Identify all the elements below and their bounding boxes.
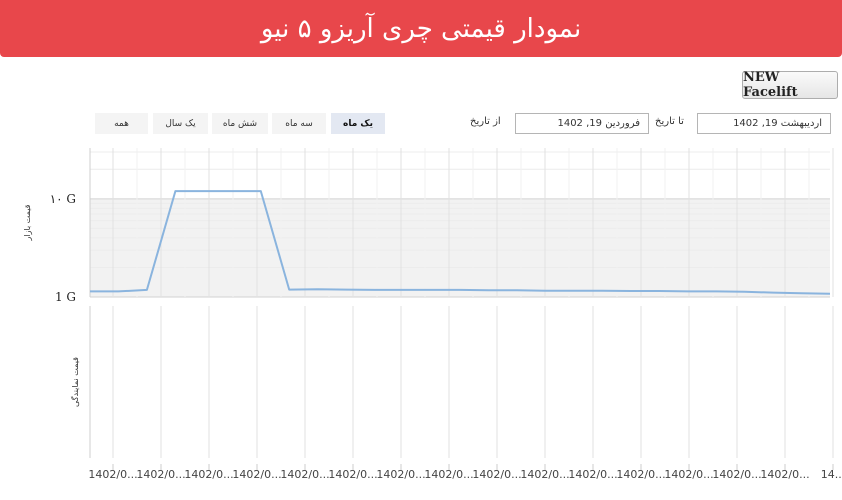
x-tick-label: 1402/0... — [472, 468, 521, 481]
range-button-three-months[interactable]: سه ماه — [272, 113, 326, 134]
variant-button-new-facelift[interactable]: NEW Facelift — [742, 70, 838, 100]
market-price-axis-label: قیمت بازار — [23, 204, 32, 241]
x-tick-label: 1402/0... — [376, 468, 425, 481]
from-date-input[interactable]: فروردین 19, 1402 — [515, 113, 649, 134]
x-tick-label: 1402/0... — [664, 468, 713, 481]
x-tick-label: 1402/0... — [136, 468, 185, 481]
page-header: نمودار قیمتی چری آریزو ۵ نیو — [0, 0, 842, 57]
x-tick-label: 1402/0... — [520, 468, 569, 481]
y-tick-label: ۱۰ G — [50, 192, 76, 206]
range-button-one-month[interactable]: یک ماه — [331, 113, 385, 134]
x-tick-label: 1402/0... — [712, 468, 761, 481]
x-tick-label: 1402/0... — [232, 468, 281, 481]
dealer-price-panel — [89, 306, 834, 458]
x-tick-label: 1402/0... — [616, 468, 665, 481]
x-tick-label: 1402/0... — [424, 468, 473, 481]
x-tick-label: 1402/0... — [568, 468, 617, 481]
x-tick-label: 1402/0... — [184, 468, 233, 481]
range-button-six-months[interactable]: شش ماه — [212, 113, 268, 134]
range-button-all[interactable]: همه — [95, 113, 148, 134]
x-tick-label: 1402/0... — [328, 468, 377, 481]
y-tick-label: 1 G — [55, 290, 76, 304]
price-chart: 1 G۱۰ G 1402/0...1402/0...1402/0...1402/… — [23, 148, 842, 481]
x-axis: 1402/0...1402/0...1402/0...1402/0...1402… — [88, 464, 842, 481]
dealer-price-axis-label: قیمت نمایندگی — [70, 357, 80, 407]
x-tick-label: 1402/0... — [280, 468, 329, 481]
market-price-panel: 1 G ۱۰ G — [50, 148, 834, 304]
market-price-series-line — [90, 190, 831, 295]
page-title: نمودار قیمتی چری آریزو ۵ نیو — [260, 13, 582, 44]
x-tick-label: 1402/0... — [88, 468, 137, 481]
from-date-label: از تاریخ — [470, 116, 501, 127]
to-date-label: تا تاریخ — [655, 116, 684, 127]
range-button-one-year[interactable]: یک سال — [153, 113, 208, 134]
x-tick-label: 14... — [821, 468, 842, 481]
x-tick-label: 1402/0... — [760, 468, 809, 481]
band-1g-10g — [90, 198, 830, 297]
to-date-input[interactable]: اردیبهشت 19, 1402 — [697, 113, 831, 134]
